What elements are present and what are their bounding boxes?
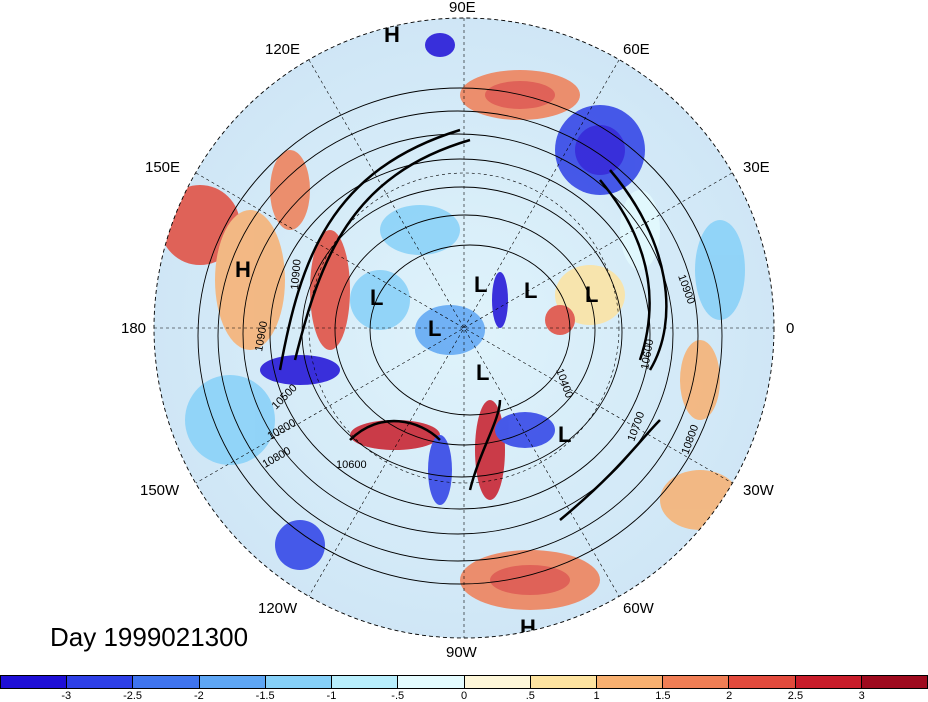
colorbar-tick-label: 1.5 [655, 690, 671, 702]
colorbar-tick-label: 2 [726, 690, 733, 702]
colorbar-swatch-2 [133, 676, 200, 688]
colorbar-tick-label: 1 [593, 690, 600, 702]
colorbar-tick-label: -.5 [391, 690, 405, 702]
pressure-center-h-2: H [235, 257, 251, 282]
lon-label-90w: 90W [446, 644, 477, 661]
colorbar-tick-label: 2.5 [787, 690, 804, 702]
lon-label-30e: 30E [743, 159, 770, 176]
colorbar-swatch-7 [464, 676, 531, 688]
colorbar-swatch-3 [199, 676, 266, 688]
map-field: H H H L L L L L L L 10900 10800 10900 10… [154, 18, 774, 640]
colorbar-swatch-10 [663, 676, 730, 688]
colorbar-swatch-5 [332, 676, 399, 688]
lon-label-0: 0 [786, 320, 795, 337]
map-title: Day 1999021300 [50, 622, 249, 652]
map-boundary [153, 17, 775, 639]
colorbar-swatch-0 [1, 676, 68, 688]
colorbar [0, 675, 928, 689]
colorbar-swatch-6 [398, 676, 465, 688]
contour-label: 10600 [336, 459, 367, 471]
colorbar-tick-label: -1.5 [255, 690, 275, 702]
colorbar-tick-label: -2 [193, 690, 204, 702]
pressure-center-l-5: L [585, 282, 598, 307]
contour-label: 10600 [639, 338, 656, 370]
colorbar-swatch-4 [265, 676, 333, 688]
contour-label: 10900 [253, 320, 270, 352]
pressure-center-h-1: H [384, 22, 400, 47]
lon-label-120e: 120E [265, 41, 301, 58]
lon-label-30w: 30W [743, 482, 774, 499]
colorbar-swatch-13 [861, 676, 928, 688]
pressure-center-l-7: L [524, 278, 537, 303]
colorbar-tick-label: -2.5 [123, 690, 143, 702]
contour-label: 10900 [289, 259, 304, 291]
colorbar-swatch-8 [530, 676, 597, 688]
lon-label-150e: 150E [145, 159, 181, 176]
lon-label-150w: 150W [140, 482, 180, 499]
pressure-center-h-3: H [520, 615, 536, 640]
pressure-center-l-6: L [558, 422, 571, 447]
pressure-center-l-1: L [370, 285, 383, 310]
colorbar-swatch-11 [729, 676, 796, 688]
colorbar-swatch-1 [67, 676, 134, 688]
colorbar-tick-label: .5 [525, 690, 535, 702]
lon-label-90e: 90E [449, 0, 476, 16]
lon-label-120w: 120W [258, 600, 298, 617]
colorbar-swatch-9 [596, 676, 664, 688]
colorbar-tick-label: 3 [858, 690, 865, 702]
pressure-center-l-3: L [474, 272, 487, 297]
pressure-center-l-2: L [428, 316, 441, 341]
lon-label-60w: 60W [623, 600, 654, 617]
colorbar-tick-label: -1 [326, 690, 337, 702]
colorbar-swatch-12 [795, 676, 862, 688]
lon-label-60e: 60E [623, 41, 650, 58]
pressure-center-l-4: L [476, 360, 489, 385]
colorbar-tick-label: -3 [61, 690, 72, 702]
colorbar-tick-label: 0 [460, 690, 468, 702]
lon-label-180: 180 [121, 320, 147, 337]
